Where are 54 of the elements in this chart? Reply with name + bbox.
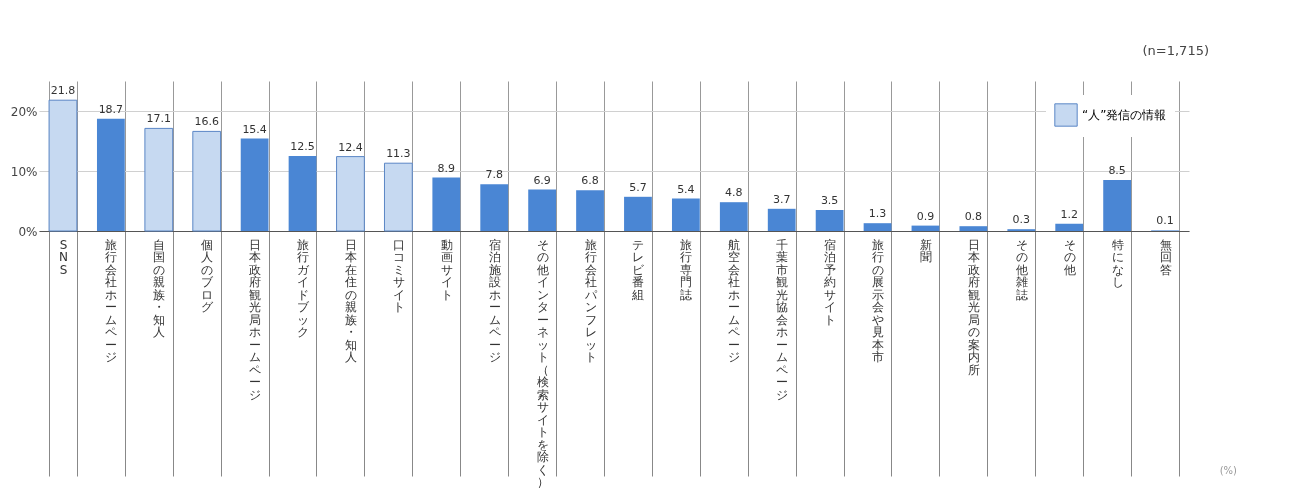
data-label: 16.6 bbox=[194, 115, 219, 129]
x-tick-label: 宿泊予約サイト bbox=[824, 237, 837, 327]
x-tick-label: 旅行専門誌 bbox=[680, 237, 693, 302]
x-tick-label: 無回答 bbox=[1159, 237, 1172, 277]
data-label: 0.8 bbox=[964, 210, 983, 224]
data-label: 6.8 bbox=[581, 174, 599, 188]
data-label: 12.4 bbox=[338, 140, 363, 154]
data-label: 3.5 bbox=[820, 194, 839, 207]
data-label: 0.3 bbox=[1012, 213, 1031, 227]
data-label: 21.8 bbox=[50, 84, 76, 98]
data-label: 7.8 bbox=[485, 168, 503, 182]
category-label: その他インターネット（検索サイトを除く） bbox=[536, 237, 549, 489]
category-label: 旅行会社ホームページ bbox=[105, 237, 118, 364]
data-label: 8.9 bbox=[437, 161, 456, 175]
data-label: 12.5 bbox=[290, 140, 315, 153]
text: (%) bbox=[1219, 465, 1238, 476]
data-label: 1.2 bbox=[1060, 207, 1078, 221]
category-label: 千葉市観光協会ホームページ bbox=[776, 237, 789, 402]
data-label: 6.9 bbox=[533, 173, 551, 187]
data-label: 18.7 bbox=[98, 102, 124, 116]
category-label: 日本政府観光局ホームページ bbox=[249, 237, 262, 402]
category-label: 宿泊施設ホームページ bbox=[488, 237, 501, 364]
text: (n=1,715) bbox=[1142, 43, 1209, 58]
data-label: 0.9 bbox=[916, 209, 935, 223]
category-label: 日本在住の親族・知人 bbox=[344, 237, 357, 364]
x-tick-label: 新聞 bbox=[919, 237, 932, 264]
data-label: 15.4 bbox=[242, 122, 267, 136]
x-tick-label: SNS bbox=[58, 237, 68, 277]
legend-label: “人”発信の情報 bbox=[1082, 108, 1167, 122]
x-tick-label: その他雑誌 bbox=[1015, 237, 1028, 302]
x-tick-label: 個人のブログ bbox=[201, 237, 215, 314]
data-label: 17.1 bbox=[146, 112, 172, 126]
category-label: 旅行会社パンフレット bbox=[584, 237, 597, 364]
data-label: 1.3 bbox=[868, 207, 887, 221]
data-label: 8.5 bbox=[1108, 164, 1126, 177]
data-label: 4.8 bbox=[725, 186, 743, 200]
x-tick-label: テレビ番組 bbox=[631, 237, 646, 302]
data-label: 5.7 bbox=[629, 180, 647, 194]
category-label: 旅行の展示会や見本市 bbox=[872, 237, 885, 364]
x-tick-label: 口コミサイト bbox=[392, 237, 405, 314]
y-tick-label: 20% bbox=[10, 104, 38, 119]
data-label: 0.1 bbox=[1156, 214, 1174, 228]
x-tick-label: 特になし bbox=[1111, 237, 1124, 289]
category-label: 日本政府観光局の案内所 bbox=[967, 237, 980, 377]
data-label: 3.7 bbox=[772, 192, 791, 206]
y-tick-label: 10% bbox=[10, 164, 38, 179]
y-tick-label: 0% bbox=[18, 224, 38, 239]
x-tick-label: 旅行ガイドブック bbox=[297, 237, 311, 339]
x-tick-label: 自国の親族・知人 bbox=[153, 237, 166, 339]
data-label: 5.4 bbox=[677, 182, 695, 196]
category-label: 航空会社ホームページ bbox=[728, 237, 741, 364]
x-tick-label: 動画サイト bbox=[440, 237, 453, 302]
data-label: 11.3 bbox=[386, 147, 411, 161]
x-tick-label: その他 bbox=[1063, 237, 1076, 277]
